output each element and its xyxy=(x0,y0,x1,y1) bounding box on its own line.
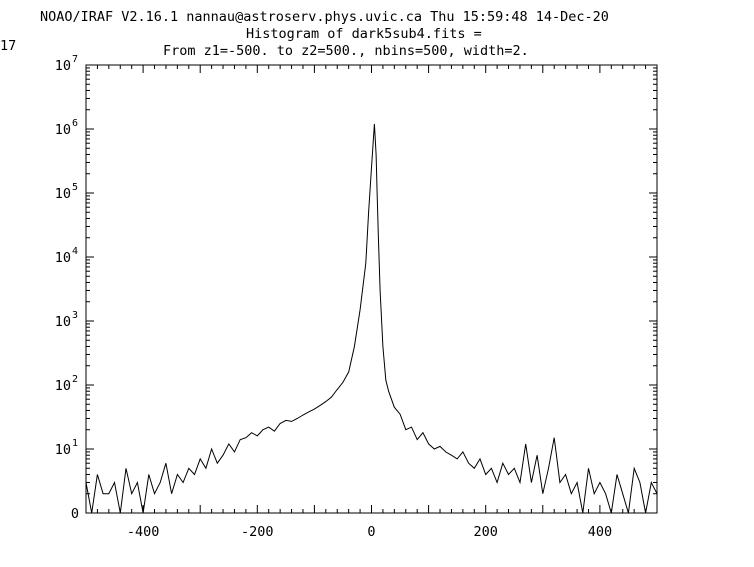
y-tick-label: 10 xyxy=(55,122,71,138)
y-tick-label: 10 xyxy=(55,250,71,266)
iraf-header-line: NOAO/IRAF V2.16.1 nannau@astroserv.phys.… xyxy=(40,9,609,25)
y-tick-exponent: 4 xyxy=(72,246,78,257)
x-tick-label: -200 xyxy=(241,524,274,540)
histogram-series-line xyxy=(85,123,658,514)
x-tick-label: 400 xyxy=(588,524,612,540)
y-tick-exponent: 1 xyxy=(72,438,78,449)
x-tick-label: 200 xyxy=(474,524,498,540)
y-tick-exponent: 7 xyxy=(72,54,78,65)
y-tick-label-base: 10 xyxy=(55,122,71,138)
x-tick-label: -400 xyxy=(127,524,160,540)
y-tick-label: 0 xyxy=(71,506,79,522)
y-tick-label: 10 xyxy=(55,378,71,394)
chart-subtitle: From z1=-500. to z2=500., nbins=500, wid… xyxy=(163,43,529,59)
y-tick-label-base: 10 xyxy=(55,58,71,74)
y-tick-exponent: 6 xyxy=(72,118,78,129)
y-tick-exponent: 2 xyxy=(72,374,78,385)
y-tick-exponent: 5 xyxy=(72,182,78,193)
y-tick-label: 10 xyxy=(55,442,71,458)
y-tick-label: 10 xyxy=(55,314,71,330)
y-tick-label-base: 10 xyxy=(55,186,71,202)
y-tick-label-base: 0 xyxy=(71,506,79,522)
y-tick-label: 10 xyxy=(55,58,71,74)
chart-title: Histogram of dark5sub4.fits = xyxy=(246,26,482,42)
x-tick-label: 0 xyxy=(367,524,375,540)
iraf-header-line-wrap: 17 xyxy=(0,38,17,54)
y-tick-exponent: 3 xyxy=(72,310,78,321)
y-tick-label-base: 10 xyxy=(55,442,71,458)
plot-frame xyxy=(85,64,658,514)
y-tick-label-base: 10 xyxy=(55,378,71,394)
y-tick-label: 10 xyxy=(55,186,71,202)
y-tick-label-base: 10 xyxy=(55,314,71,330)
y-tick-label-base: 10 xyxy=(55,250,71,266)
